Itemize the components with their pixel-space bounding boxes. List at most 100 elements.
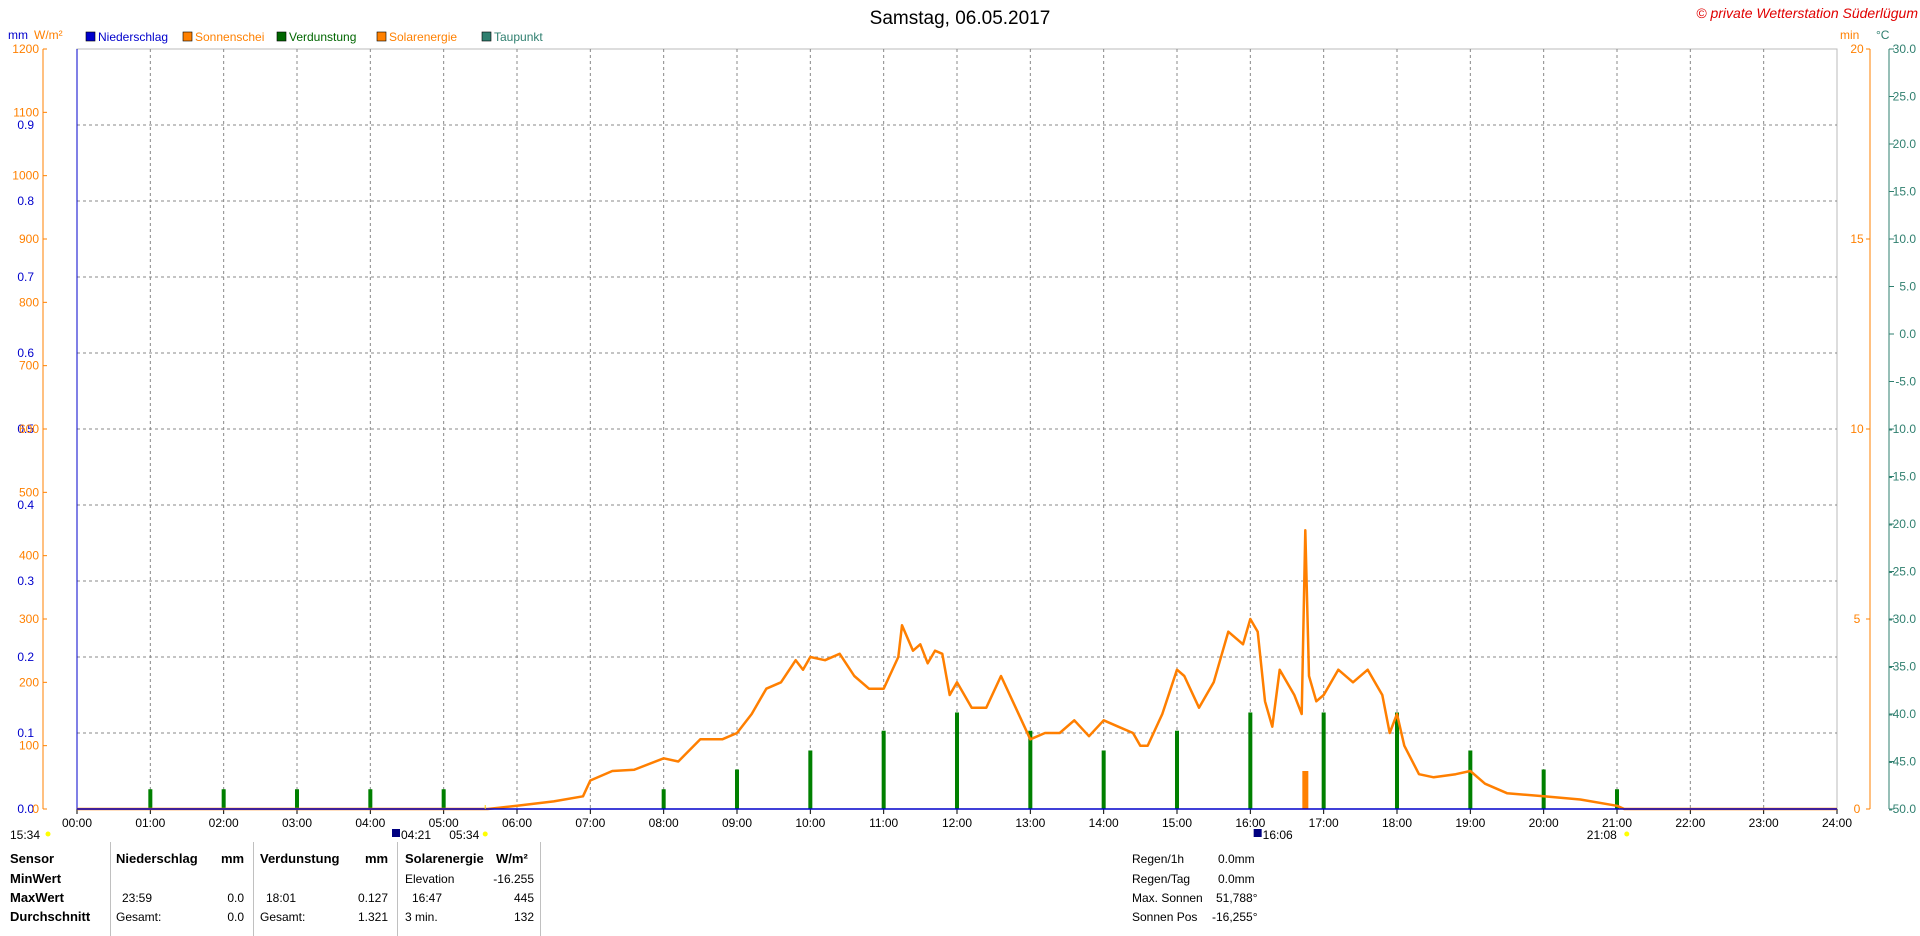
info-label: Regen/Tag [1132, 872, 1191, 886]
sunset-label: 21:08 [1587, 828, 1617, 842]
data-lines [77, 529, 1837, 811]
legend-label: Niederschlag [98, 30, 168, 44]
verdunstung-bar [1541, 769, 1546, 809]
x-tick-label: 04:00 [355, 816, 385, 830]
x-tick-label: 22:00 [1675, 816, 1705, 830]
table-header-verdunstung-unit: mm [365, 851, 389, 866]
verdunstung-bars [148, 712, 1619, 809]
verdunstung-bar [295, 789, 299, 809]
info-value: 0.0mm [1218, 852, 1255, 866]
x-tick-label: 24:00 [1822, 816, 1852, 830]
chart-title: Samstag, 06.05.2017 [870, 8, 1051, 29]
table-header-verdunstung: Verdunstung [260, 851, 340, 866]
temp-tick-label: 15.0 [1893, 185, 1917, 199]
info-value: -16,255° [1212, 910, 1258, 924]
sunrise-label: 05:34 [449, 828, 479, 842]
wm2-tick-label: 1100 [13, 105, 39, 119]
x-tick-label: 11:00 [869, 816, 898, 830]
temp-tick-label: 5.0 [1899, 280, 1916, 294]
verdunstung-bar [221, 789, 226, 809]
watermark: © private Wetterstation Süderlügum [1696, 5, 1918, 21]
verdunstung-bar [955, 712, 959, 809]
row-durchschnitt-n-time: Gesamt: [116, 910, 162, 924]
wm2-tick-label: 500 [19, 485, 39, 499]
wm2-tick-label: 1000 [12, 169, 39, 183]
row-durchschnitt-s-key: 3 min. [405, 910, 438, 924]
x-tick-label: 03:00 [282, 816, 312, 830]
legend-swatch [276, 31, 287, 42]
row-maxwert-s-val: 445 [513, 891, 534, 905]
row-durchschnitt-n-val: 0.0 [227, 910, 244, 924]
verdunstung-bar [1175, 730, 1179, 809]
solarenergie-line [77, 529, 1837, 811]
row-maxwert-s-key: 16:47 [412, 891, 443, 905]
row-label-minwert: MinWert [10, 871, 62, 886]
verdunstung-bar [148, 789, 153, 809]
wm2-tick-label: 1200 [12, 42, 39, 56]
table-header-solarenergie: Solarenergie [405, 851, 484, 866]
legend-label: Sonnenschei [195, 30, 264, 44]
wm2-tick-label: 600 [19, 422, 39, 436]
mm-tick-label: 0.9 [17, 118, 34, 132]
temp-tick-label: -50.0 [1889, 802, 1917, 816]
verdunstung-bar [1321, 712, 1326, 809]
temp-tick-label: -20.0 [1889, 517, 1917, 531]
sun-icon [482, 831, 488, 837]
temp-tick-label: -15.0 [1889, 470, 1917, 484]
row-maxwert-v-val: 0.127 [357, 891, 388, 905]
info-value: 0.0mm [1218, 872, 1255, 886]
x-tick-label: 07:00 [575, 816, 605, 830]
info-value: 51,788° [1216, 891, 1258, 905]
wm2-tick-label: 100 [19, 739, 39, 753]
x-tick-label: 05:00 [429, 816, 459, 830]
legend-swatch [376, 31, 387, 42]
legend-label: Taupunkt [494, 30, 543, 44]
mm-tick-label: 0.7 [17, 270, 34, 284]
mm-tick-label: 0.6 [17, 346, 34, 360]
x-tick-label: 13:00 [1015, 816, 1045, 830]
marker-label-left: 15:34 [10, 828, 40, 842]
table-divider [540, 842, 541, 936]
row-label-maxwert: MaxWert [10, 890, 64, 905]
temp-tick-label: 30.0 [1893, 42, 1917, 56]
legend-swatch [182, 31, 193, 42]
row-durchschnitt-v-val: 1.321 [357, 910, 388, 924]
min-tick-label: 5 [1854, 612, 1861, 626]
row-minwert-s-key: Elevation [405, 872, 455, 886]
row-maxwert-n-time: 23:59 [122, 891, 153, 905]
sun-moon-markers: 15:34 04:21 05:34 16:06 21:08 [10, 805, 1630, 842]
temp-tick-label: 10.0 [1893, 232, 1917, 246]
legend-swatch [481, 31, 492, 42]
row-minwert-s-val: -16.255 [493, 872, 534, 886]
verdunstung-bar [1615, 789, 1619, 809]
axes: 00:00 01:00 02:00 03:00 04:00 05:00 06:00 07:00… [12, 42, 1916, 830]
wm2-tick-label: 300 [19, 612, 39, 626]
celsius-unit-label: °C [1876, 28, 1890, 42]
min-tick-label: 20 [1850, 42, 1864, 56]
legend: Niederschlag Sonnenschei Verdunstung Solare… [85, 30, 543, 44]
mm-tick-label: 0.3 [17, 574, 34, 588]
moon-icon [1253, 829, 1262, 837]
x-tick-label: 23:00 [1749, 816, 1779, 830]
mm-tick-label: 0.8 [17, 194, 34, 208]
wm2-tick-label: 900 [19, 232, 39, 246]
table-divider [110, 842, 111, 936]
verdunstung-bar [1248, 712, 1253, 809]
mm-unit-label: mm [8, 28, 28, 42]
temp-tick-label: -45.0 [1889, 755, 1917, 769]
x-tick-label: 21:00 [1602, 816, 1632, 830]
row-maxwert-n-val: 0.0 [227, 891, 244, 905]
sun-icon [1624, 831, 1630, 837]
wm2-unit-label: W/m² [34, 28, 63, 42]
x-tick-label: 02:00 [209, 816, 239, 830]
min-unit-label: min [1840, 28, 1859, 42]
x-tick-label: 14:00 [1089, 816, 1119, 830]
x-tick-label: 08:00 [649, 816, 679, 830]
mm-tick-label: 0.5 [17, 422, 34, 436]
x-tick-label: 17:00 [1309, 816, 1339, 830]
mm-tick-label: 0.1 [17, 726, 34, 740]
info-label: Regen/1h [1132, 852, 1185, 866]
verdunstung-bar [881, 730, 886, 809]
sun-icon [45, 831, 51, 837]
